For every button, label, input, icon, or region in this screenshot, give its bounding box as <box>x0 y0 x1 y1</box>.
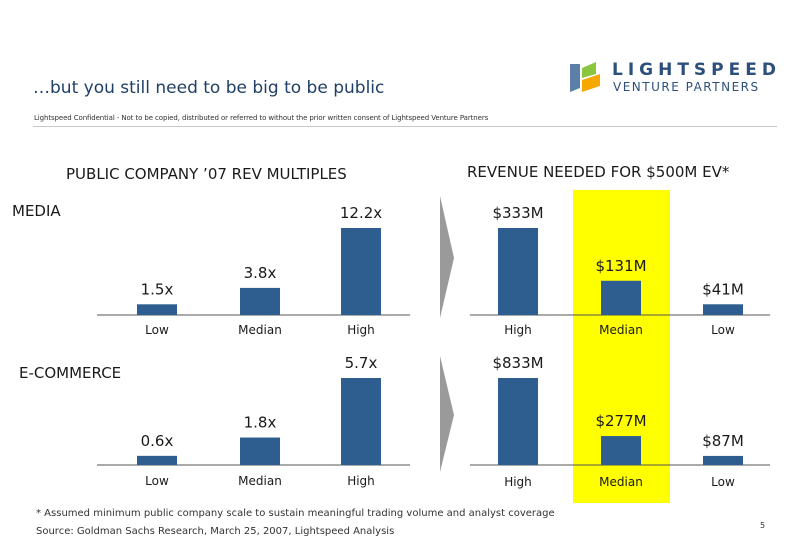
tick-label: Median <box>599 323 643 337</box>
bar-media-revenue-median <box>601 280 641 315</box>
source-note: Source: Goldman Sachs Research, March 25… <box>36 526 395 537</box>
bar-ecommerce-revenue-median <box>601 436 641 465</box>
footnote: * Assumed minimum public company scale t… <box>36 508 555 519</box>
tick-label: Low <box>145 474 169 488</box>
chevron-arrow-divider <box>440 196 454 472</box>
logo-subtitle: VENTURE PARTNERS <box>613 80 760 94</box>
bar-media-multiples-low <box>137 304 177 315</box>
bar-ecommerce-revenue-high <box>498 378 538 465</box>
data-label: $277M <box>595 412 646 430</box>
data-label: $131M <box>595 257 646 275</box>
bar-media-revenue-low <box>703 304 743 315</box>
tick-label: High <box>504 475 532 489</box>
tick-label: Median <box>238 323 282 337</box>
data-label: 1.8x <box>244 414 277 432</box>
logo-wordmark: LIGHTSPEED <box>612 60 781 80</box>
tick-label: High <box>347 474 375 488</box>
tick-label: Low <box>711 323 735 337</box>
bar-ecommerce-multiples-high <box>341 378 381 465</box>
tick-label: Median <box>599 475 643 489</box>
data-label: $333M <box>492 204 543 222</box>
bar-media-multiples-median <box>240 287 280 315</box>
tick-label: High <box>504 323 532 337</box>
data-label: $87M <box>702 432 744 450</box>
bar-media-revenue-high <box>498 228 538 315</box>
data-label: 1.5x <box>141 280 174 298</box>
data-label: 12.2x <box>340 204 382 222</box>
lightspeed-logo-mark <box>570 62 600 92</box>
bar-ecommerce-multiples-median <box>240 437 280 465</box>
segment-label-media: MEDIA <box>12 202 61 220</box>
bar-ecommerce-multiples-low <box>137 455 177 465</box>
page-number: 5 <box>760 521 766 530</box>
bar-ecommerce-revenue-low <box>703 455 743 465</box>
header-divider <box>33 126 777 127</box>
tick-label: High <box>347 323 375 337</box>
confidential-notice: Lightspeed Confidential - Not to be copi… <box>34 114 489 122</box>
right-panel-header: REVENUE NEEDED FOR $500M EV* <box>467 163 730 181</box>
segment-label-ecommerce: E-COMMERCE <box>19 364 122 382</box>
tick-label: Low <box>711 475 735 489</box>
data-label: 5.7x <box>345 354 378 372</box>
data-label: $41M <box>702 280 744 298</box>
data-label: 0.6x <box>141 432 174 450</box>
bar-media-multiples-high <box>341 228 381 315</box>
data-label: 3.8x <box>244 264 277 282</box>
tick-label: Low <box>145 323 169 337</box>
slide-title: …but you still need to be big to be publ… <box>33 78 385 98</box>
tick-label: Median <box>238 474 282 488</box>
left-panel-header: PUBLIC COMPANY ’07 REV MULTIPLES <box>66 165 347 183</box>
data-label: $833M <box>492 354 543 372</box>
